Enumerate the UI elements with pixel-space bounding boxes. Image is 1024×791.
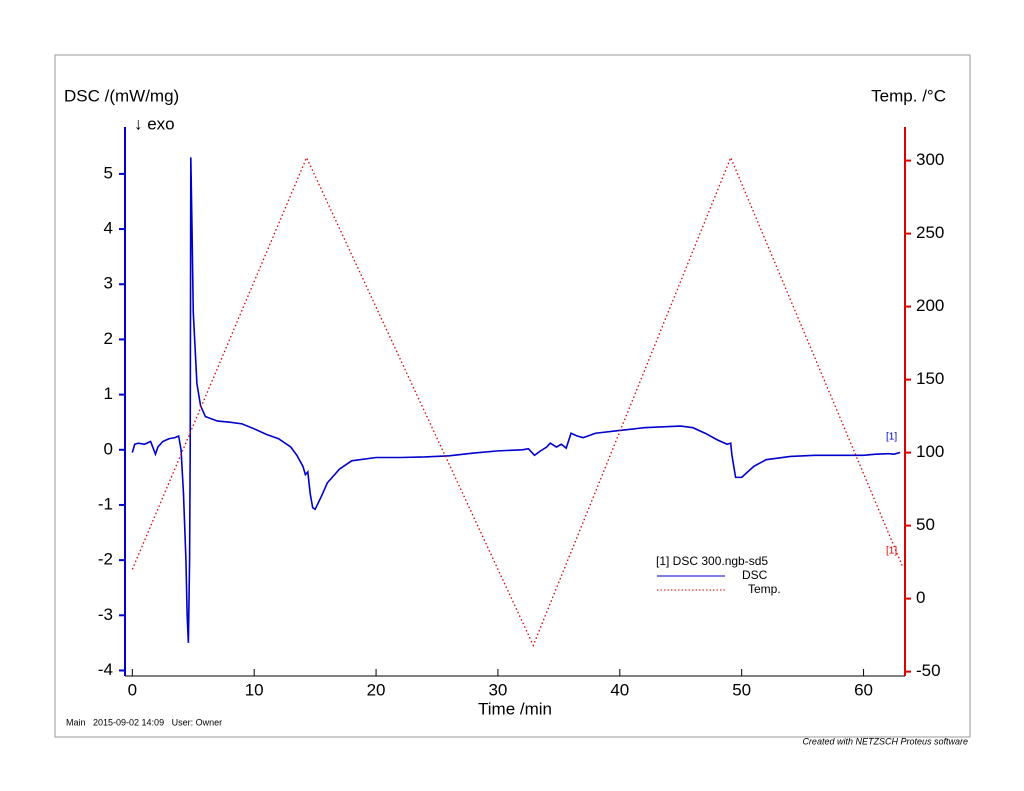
y2-tick-label: -50 [916, 661, 941, 680]
y-tick-label: 3 [104, 274, 113, 293]
y-tick-label: -3 [98, 605, 113, 624]
x-tick-label: 30 [488, 680, 507, 699]
y2-tick-label: 100 [916, 442, 944, 461]
curve-label: [1] [886, 432, 897, 443]
legend-label: DSC [742, 568, 768, 582]
y-tick-label: -2 [98, 550, 113, 569]
x-tick-label: 10 [245, 680, 264, 699]
y2-axis-label: Temp. /°C [871, 86, 946, 105]
frame [54, 54, 971, 738]
x-axis-label: Time /min [478, 699, 552, 718]
series-line [131, 157, 901, 643]
y-tick-label: 1 [104, 384, 113, 403]
credit: Created with NETZSCH Proteus software [802, 736, 968, 746]
x-tick-label: 50 [732, 680, 751, 699]
footer: Main 2015-09-02 14:09 User: Owner [66, 717, 222, 727]
y2-tick-label: 150 [916, 369, 944, 388]
y-tick-label: -4 [98, 660, 113, 679]
y-tick-label: 4 [104, 219, 113, 238]
y2-tick-label: 50 [916, 515, 935, 534]
curve-label: [1] [886, 546, 897, 557]
y2-tick-label: 200 [916, 296, 944, 315]
x-tick-label: 40 [610, 680, 629, 699]
x-tick-label: 0 [128, 680, 137, 699]
y-tick-label: -1 [98, 494, 113, 513]
series-line [131, 155, 904, 647]
y-axis-label: DSC /(mW/mg) [64, 86, 179, 105]
x-tick-label: 60 [854, 680, 873, 699]
y2-tick-label: 300 [916, 150, 944, 169]
y2-tick-label: 0 [916, 588, 925, 607]
legend-label: Temp. [748, 582, 781, 596]
legend-title: [1] DSC 300.ngb-sd5 [656, 554, 768, 568]
y-tick-label: 5 [104, 163, 113, 182]
y-tick-label: 0 [104, 439, 113, 458]
y2-tick-label: 250 [916, 223, 944, 242]
annotation: ↓ exo [134, 114, 175, 133]
x-tick-label: 20 [367, 680, 386, 699]
y-tick-label: 2 [104, 329, 113, 348]
